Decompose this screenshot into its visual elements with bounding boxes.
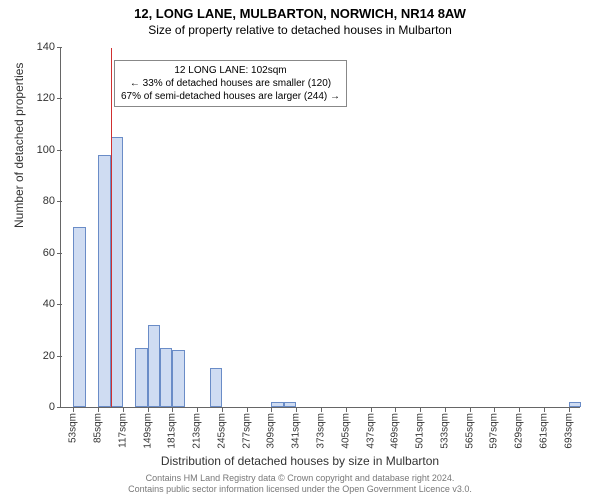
chart-title: 12, LONG LANE, MULBARTON, NORWICH, NR14 … xyxy=(0,0,600,21)
x-tick: 149sqm xyxy=(142,407,153,449)
y-tick: 20 xyxy=(43,350,61,362)
annotation-line1: 12 LONG LANE: 102sqm xyxy=(121,64,340,77)
y-tick: 120 xyxy=(37,92,61,104)
y-tick: 0 xyxy=(49,401,61,413)
x-tick: 373sqm xyxy=(316,407,327,449)
x-tick: 117sqm xyxy=(117,407,128,448)
x-tick: 85sqm xyxy=(93,407,104,443)
x-tick: 501sqm xyxy=(415,407,426,449)
x-tick: 597sqm xyxy=(489,407,500,449)
annotation-line3: 67% of semi-detached houses are larger (… xyxy=(121,90,340,103)
chart-area: 02040608010012014053sqm85sqm117sqm149sqm… xyxy=(60,48,580,408)
footer-line2: Contains public sector information licen… xyxy=(0,484,600,496)
histogram-bar xyxy=(148,325,160,407)
y-axis-label: Number of detached properties xyxy=(12,63,26,228)
y-tick: 100 xyxy=(37,144,61,156)
histogram-bar xyxy=(271,402,283,407)
histogram-bar xyxy=(98,155,110,407)
x-tick: 629sqm xyxy=(514,407,525,449)
histogram-bar xyxy=(73,227,85,407)
histogram-bar xyxy=(111,137,123,407)
x-tick: 693sqm xyxy=(563,407,574,449)
histogram-bar xyxy=(172,350,184,407)
y-tick: 140 xyxy=(37,41,61,53)
annotation-box: 12 LONG LANE: 102sqm ← 33% of detached h… xyxy=(114,60,347,107)
x-tick: 181sqm xyxy=(167,407,178,449)
x-tick: 661sqm xyxy=(538,407,549,449)
histogram-bar xyxy=(569,402,581,407)
x-axis-label: Distribution of detached houses by size … xyxy=(0,454,600,468)
histogram-bar xyxy=(160,348,172,407)
x-tick: 245sqm xyxy=(216,407,227,449)
y-tick: 60 xyxy=(43,247,61,259)
y-tick: 80 xyxy=(43,195,61,207)
x-tick: 309sqm xyxy=(266,407,277,449)
chart-container: 12, LONG LANE, MULBARTON, NORWICH, NR14 … xyxy=(0,0,600,500)
x-tick: 405sqm xyxy=(340,407,351,449)
footer-line1: Contains HM Land Registry data © Crown c… xyxy=(0,473,600,485)
x-tick: 53sqm xyxy=(68,407,79,443)
histogram-bar xyxy=(135,348,147,407)
footer: Contains HM Land Registry data © Crown c… xyxy=(0,473,600,496)
x-tick: 565sqm xyxy=(464,407,475,449)
x-tick: 469sqm xyxy=(390,407,401,449)
chart-subtitle: Size of property relative to detached ho… xyxy=(0,21,600,37)
y-tick: 40 xyxy=(43,298,61,310)
x-tick: 277sqm xyxy=(241,407,252,449)
histogram-bar xyxy=(284,402,296,407)
x-tick: 437sqm xyxy=(365,407,376,449)
x-tick: 533sqm xyxy=(439,407,450,449)
x-tick: 341sqm xyxy=(291,407,302,449)
reference-line xyxy=(111,48,112,407)
x-tick: 213sqm xyxy=(192,407,203,449)
annotation-line2: ← 33% of detached houses are smaller (12… xyxy=(121,77,340,90)
histogram-bar xyxy=(210,368,222,407)
